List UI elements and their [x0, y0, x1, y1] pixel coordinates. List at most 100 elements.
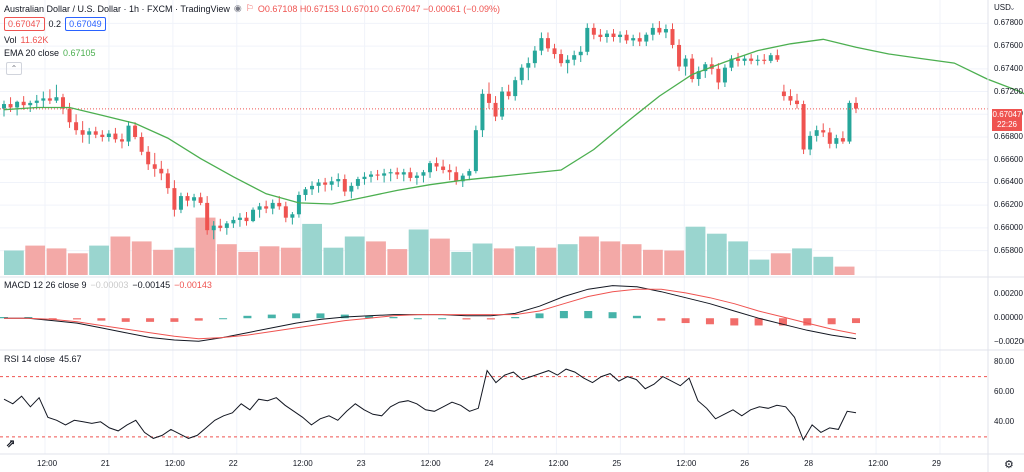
candle-body	[683, 58, 688, 67]
rsi-legend[interactable]: RSI 14 close 45.67	[4, 354, 82, 364]
candle-body	[539, 38, 544, 51]
candle-body	[703, 64, 708, 72]
settings-gear-icon[interactable]: ⚙	[1004, 459, 1014, 471]
macd-tick-label: 0.00000	[994, 313, 1023, 323]
candle-body	[106, 133, 111, 137]
candle-body	[74, 122, 79, 131]
candle-body	[821, 130, 826, 133]
candle-body	[100, 134, 105, 137]
candle-body	[454, 172, 459, 182]
volume-legend[interactable]: Vol 11.62K	[4, 35, 48, 45]
volume-bar	[770, 253, 791, 275]
candle-body	[316, 182, 321, 186]
last-price-value: 0.67047	[992, 110, 1022, 119]
candle-body	[119, 139, 124, 142]
volume-bar	[451, 251, 472, 275]
macd-histogram-bar	[559, 310, 568, 319]
time-tick-label: 24	[484, 459, 494, 468]
macd-histogram-bar	[754, 318, 763, 326]
bar-countdown: 22:26	[996, 120, 1018, 129]
volume-bar	[366, 241, 386, 275]
volume-bar	[643, 249, 663, 275]
candles	[0, 21, 988, 240]
volume-bar	[387, 249, 408, 275]
candle-body	[513, 80, 518, 97]
volume-value: 11.62K	[20, 35, 49, 45]
spread-value: 0.2	[48, 19, 62, 29]
volume-bar	[110, 236, 131, 275]
macd-line	[4, 285, 857, 342]
volume-bar	[25, 245, 46, 275]
macd-histogram-bar	[413, 318, 422, 320]
currency-label[interactable]: USD	[994, 3, 1011, 12]
macd-histogram-bar	[340, 314, 349, 319]
volume-bar	[153, 249, 173, 275]
price-tick-label: 0.65800	[994, 245, 1023, 255]
candle-body	[336, 179, 341, 182]
macd-histogram-bar	[632, 315, 641, 319]
candle-body	[270, 202, 275, 209]
candle-body	[591, 27, 596, 35]
macd-histogram-value: −0.00003	[90, 280, 129, 290]
volume-bar	[536, 247, 557, 275]
macd-legend[interactable]: MACD 12 26 close 9 −0.00003 −0.00145 −0.…	[4, 280, 212, 290]
volume-bar	[728, 241, 748, 275]
volume-bar	[344, 236, 365, 275]
volume-bar	[302, 223, 322, 275]
candle-body	[847, 102, 852, 142]
candle-body	[159, 168, 164, 174]
buy-button[interactable]: 0.67049	[65, 17, 106, 31]
candle-body	[211, 225, 216, 231]
volume-bar	[813, 256, 834, 275]
volume-bar	[4, 250, 24, 275]
candle-body	[421, 172, 426, 176]
alert-icon[interactable]: ⚐	[245, 3, 254, 13]
candle-body	[362, 176, 367, 180]
collapse-legend-button[interactable]: ⌃	[6, 62, 22, 75]
eye-icon[interactable]: ◉	[233, 3, 242, 13]
price-tick-label: 0.67400	[994, 63, 1023, 73]
macd-histogram-bar	[486, 318, 495, 320]
currency-dropdown-icon[interactable]: ⌄	[1009, 3, 1016, 12]
candle-body	[768, 55, 773, 61]
candle-body	[244, 217, 249, 222]
symbol-title[interactable]: Australian Dollar / U.S. Dollar · 1h · F…	[4, 3, 230, 14]
candle-body	[388, 172, 393, 174]
volume-bar	[259, 246, 280, 275]
sell-button[interactable]: 0.67047	[4, 17, 45, 31]
candle-body	[133, 125, 138, 137]
time-tick-label: 12:00	[164, 459, 185, 468]
ema20-line	[3, 38, 1024, 205]
ohlc-values: O0.67108 H0.67153 L0.67010 C0.67047 −0.0…	[257, 3, 501, 14]
macd-signal-value: −0.00143	[174, 280, 212, 290]
candle-body	[290, 214, 295, 218]
candle-body	[224, 223, 229, 228]
candle-body	[237, 217, 242, 220]
macd-histogram-bar	[778, 318, 787, 326]
macd-histogram-bar	[219, 318, 228, 320]
candle-body	[755, 59, 760, 61]
candle-body	[218, 225, 223, 228]
volume-bar	[600, 241, 621, 275]
volume-bar	[621, 244, 642, 275]
macd-line-value: −0.00145	[132, 280, 171, 290]
volume-bar	[430, 238, 450, 275]
candle-body	[788, 96, 793, 101]
candle-body	[355, 179, 360, 186]
candle-body	[54, 97, 59, 101]
ema-legend[interactable]: EMA 20 close 0.67105	[4, 48, 96, 58]
candle-body	[552, 48, 557, 55]
macd-histogram-bar	[121, 318, 130, 322]
macd-histogram-bar	[511, 317, 520, 319]
macd-histogram-bar	[48, 318, 57, 320]
candle-body	[670, 29, 675, 45]
candle-body	[467, 171, 472, 176]
volume-label: Vol	[4, 35, 17, 45]
candle-body	[67, 108, 72, 123]
candle-body	[460, 175, 465, 182]
tradingview-logo-icon[interactable]: ⇗	[6, 438, 16, 450]
candle-body	[827, 132, 832, 144]
candle-body	[808, 135, 813, 150]
